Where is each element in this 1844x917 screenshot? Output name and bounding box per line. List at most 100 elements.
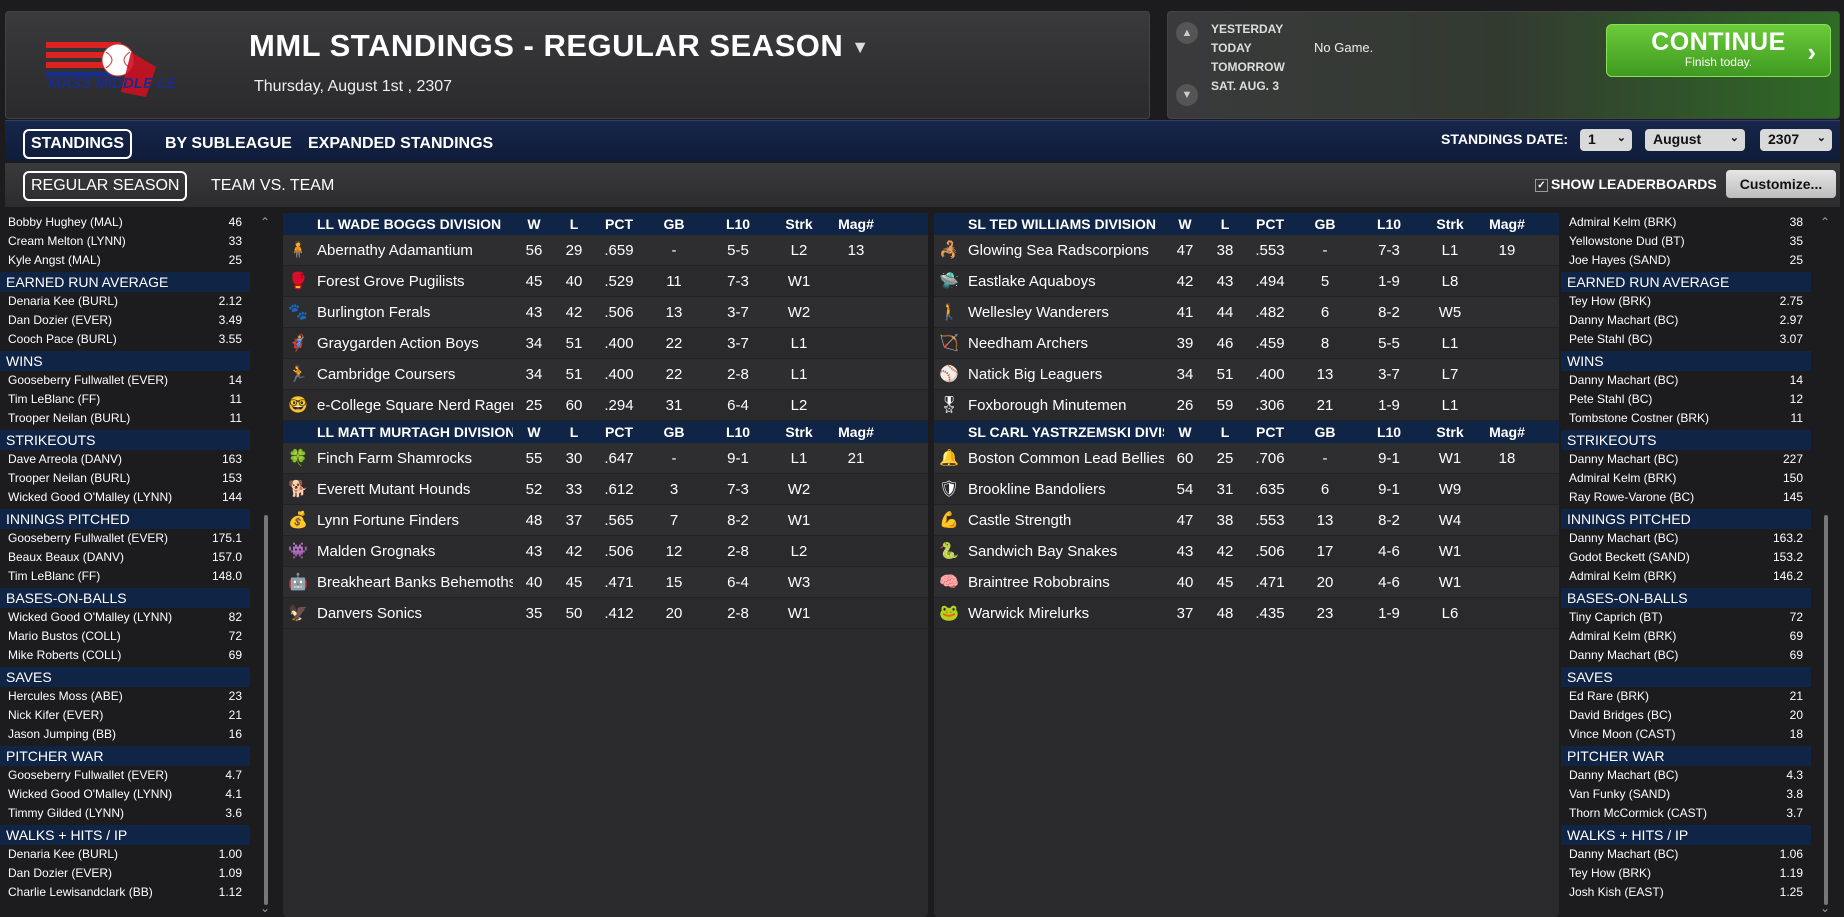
team-row[interactable]: 👾 Malden Grognaks 43 42 .506 12 2-8 L2 [283, 536, 928, 567]
player-name[interactable]: Wicked Good O'Malley (LYNN) [8, 787, 173, 801]
player-name[interactable]: Wicked Good O'Malley (LYNN) [8, 490, 173, 504]
player-name[interactable]: Pete Stahl (BC) [1569, 392, 1653, 406]
player-name[interactable]: Danny Machart (BC) [1569, 847, 1679, 861]
team-name[interactable]: Lynn Fortune Finders [317, 511, 460, 529]
player-name[interactable]: Tey How (BRK) [1569, 866, 1652, 880]
leaderboard-row[interactable]: Josh Kish (EAST) 1.25 [1561, 883, 1811, 902]
chevron-up-icon[interactable]: ⌃ [260, 215, 271, 229]
column-header-pct[interactable]: PCT [605, 216, 633, 232]
leaderboard-row[interactable]: Trooper Neilan (BURL) 11 [0, 409, 250, 428]
player-name[interactable]: Tim LeBlanc (FF) [8, 392, 101, 406]
leaderboard-row[interactable]: Danny Machart (BC) 163.2 [1561, 529, 1811, 548]
team-row[interactable]: 🦅 Danvers Sonics 35 50 .412 20 2-8 W1 [283, 598, 928, 629]
team-name[interactable]: Foxborough Minutemen [968, 396, 1127, 414]
leaderboard-row[interactable]: Tey How (BRK) 1.19 [1561, 864, 1811, 883]
team-name[interactable]: Forest Grove Pugilists [317, 272, 465, 290]
leaderboard-row[interactable]: Wicked Good O'Malley (LYNN) 82 [0, 608, 250, 627]
leaderboard-row[interactable]: Dave Arreola (DANV) 163 [0, 450, 250, 469]
leaderboard-row[interactable]: Timmy Gilded (LYNN) 3.6 [0, 804, 250, 823]
yesterday-link[interactable]: YESTERDAY [1211, 22, 1284, 36]
leaderboard-row[interactable]: Admiral Kelm (BRK) 146.2 [1561, 567, 1811, 586]
leaderboard-row[interactable]: Tombstone Costner (BRK) 11 [1561, 409, 1811, 428]
leaderboard-row[interactable]: Danny Machart (BC) 1.06 [1561, 845, 1811, 864]
player-name[interactable]: Danny Machart (BC) [1569, 313, 1679, 327]
team-row[interactable]: 🔔 Boston Common Lead Bellies 60 25 .706 - 9-1 W… [934, 443, 1559, 474]
player-name[interactable]: Godot Beckett (SAND) [1569, 550, 1690, 564]
leaderboard-row[interactable]: Joe Hayes (SAND) 25 [1561, 251, 1811, 270]
team-row[interactable]: 🛡 Brookline Bandoliers 54 31 .635 6 9-1 W9 [934, 474, 1559, 505]
column-header-w[interactable]: W [1178, 216, 1192, 232]
player-name[interactable]: Danny Machart (BC) [1569, 768, 1679, 782]
leaderboard-row[interactable]: Wicked Good O'Malley (LYNN) 144 [0, 488, 250, 507]
year-select[interactable]: 2307 ⌄ [1760, 129, 1832, 151]
team-name[interactable]: Brookline Bandoliers [968, 480, 1106, 498]
right-scrollbar[interactable]: ⌃ ⌄ [1820, 215, 1830, 915]
player-name[interactable]: Tey How (BRK) [1569, 294, 1652, 308]
team-name[interactable]: Breakheart Banks Behemoths [317, 573, 513, 591]
leaderboard-row[interactable]: Cooch Pace (BURL) 3.55 [0, 330, 250, 349]
player-name[interactable]: Mike Roberts (COLL) [8, 648, 122, 662]
team-row[interactable]: 🚶 Wellesley Wanderers 41 44 .482 6 8-2 W5 [934, 297, 1559, 328]
leaderboard-row[interactable]: Danny Machart (BC) 14 [1561, 371, 1811, 390]
column-header-l[interactable]: L [1220, 216, 1230, 232]
column-header-strk[interactable]: Strk [1436, 424, 1464, 440]
team-name[interactable]: Wellesley Wanderers [968, 303, 1109, 321]
player-name[interactable]: Trooper Neilan (BURL) [8, 411, 131, 425]
team-row[interactable]: 🐸 Warwick Mirelurks 37 48 .435 23 1-9 L6 [934, 598, 1559, 629]
player-name[interactable]: Thorn McCormick (CAST) [1569, 806, 1708, 820]
player-name[interactable]: Jason Jumping (BB) [8, 727, 117, 741]
player-name[interactable]: Kyle Angst (MAL) [8, 253, 101, 267]
column-header-gb[interactable]: GB [663, 216, 685, 232]
leaderboard-row[interactable]: Jason Jumping (BB) 16 [0, 725, 250, 744]
column-header-gb[interactable]: GB [1314, 424, 1336, 440]
column-header-strk[interactable]: Strk [1436, 216, 1464, 232]
player-name[interactable]: Admiral Kelm (BRK) [1569, 569, 1677, 583]
team-row[interactable]: 🛸 Eastlake Aquaboys 42 43 .494 5 1-9 L8 [934, 266, 1559, 297]
column-header-l10[interactable]: L10 [725, 424, 751, 440]
month-select[interactable]: August ⌄ [1645, 129, 1745, 151]
customize-button[interactable]: Customize... [1726, 170, 1836, 198]
column-header-w[interactable]: W [527, 216, 541, 232]
player-name[interactable]: Pete Stahl (BC) [1569, 332, 1653, 346]
left-scrollbar[interactable]: ⌃ ⌄ [260, 215, 271, 915]
team-name[interactable]: e-College Square Nerd Ragers [317, 396, 513, 414]
column-header-pct[interactable]: PCT [1256, 424, 1284, 440]
tab-standings[interactable]: STANDINGS [23, 129, 133, 159]
day-select[interactable]: 1 ⌄ [1580, 129, 1632, 151]
leaderboard-row[interactable]: Gooseberry Fullwallet (EVER) 4.7 [0, 766, 250, 785]
player-name[interactable]: Tombstone Costner (BRK) [1569, 411, 1710, 425]
column-header-mag[interactable]: Mag# [1489, 216, 1525, 232]
column-header-gb[interactable]: GB [663, 424, 685, 440]
leaderboard-row[interactable]: Admiral Kelm (BRK) 150 [1561, 469, 1811, 488]
column-header-w[interactable]: W [1178, 424, 1192, 440]
leaderboard-row[interactable]: Ed Rare (BRK) 21 [1561, 687, 1811, 706]
team-row[interactable]: ⚾ Natick Big Leaguers 34 51 .400 13 3-7 L7 [934, 359, 1559, 390]
player-name[interactable]: Danny Machart (BC) [1569, 648, 1679, 662]
player-name[interactable]: Mario Bustos (COLL) [8, 629, 121, 643]
leaderboard-row[interactable]: Trooper Neilan (BURL) 153 [0, 469, 250, 488]
player-name[interactable]: Joe Hayes (SAND) [1569, 253, 1671, 267]
leaderboard-row[interactable]: Kyle Angst (MAL) 25 [0, 251, 250, 270]
team-name[interactable]: Everett Mutant Hounds [317, 480, 471, 498]
chevron-down-icon[interactable]: ▼ [1176, 84, 1198, 106]
leaderboard-row[interactable]: Hercules Moss (ABE) 23 [0, 687, 250, 706]
team-row[interactable]: 🐍 Sandwich Bay Snakes 43 42 .506 17 4-6 W1 [934, 536, 1559, 567]
leaderboard-row[interactable]: Ray Rowe-Varone (BC) 145 [1561, 488, 1811, 507]
today-link[interactable]: TODAY [1211, 41, 1252, 55]
column-header-l[interactable]: L [569, 424, 579, 440]
leaderboard-row[interactable]: Pete Stahl (BC) 12 [1561, 390, 1811, 409]
leaderboard-row[interactable]: David Bridges (BC) 20 [1561, 706, 1811, 725]
column-header-l10[interactable]: L10 [1376, 424, 1402, 440]
team-name[interactable]: Graygarden Action Boys [317, 334, 479, 352]
team-name[interactable]: Burlington Ferals [317, 303, 431, 321]
leaderboard-row[interactable]: Danny Machart (BC) 4.3 [1561, 766, 1811, 785]
player-name[interactable]: Danny Machart (BC) [1569, 531, 1679, 545]
leaderboard-row[interactable]: Admiral Kelm (BRK) 38 [1561, 213, 1811, 232]
leaderboard-row[interactable]: Tim LeBlanc (FF) 11 [0, 390, 250, 409]
team-row[interactable]: 🐾 Burlington Ferals 43 42 .506 13 3-7 W2 [283, 297, 928, 328]
column-header-pct[interactable]: PCT [1256, 216, 1284, 232]
team-row[interactable]: 🧠 Braintree Robobrains 40 45 .471 20 4-6 W1 [934, 567, 1559, 598]
team-name[interactable]: Needham Archers [968, 334, 1089, 352]
column-header-strk[interactable]: Strk [785, 216, 813, 232]
leaderboard-row[interactable]: Vince Moon (CAST) 18 [1561, 725, 1811, 744]
